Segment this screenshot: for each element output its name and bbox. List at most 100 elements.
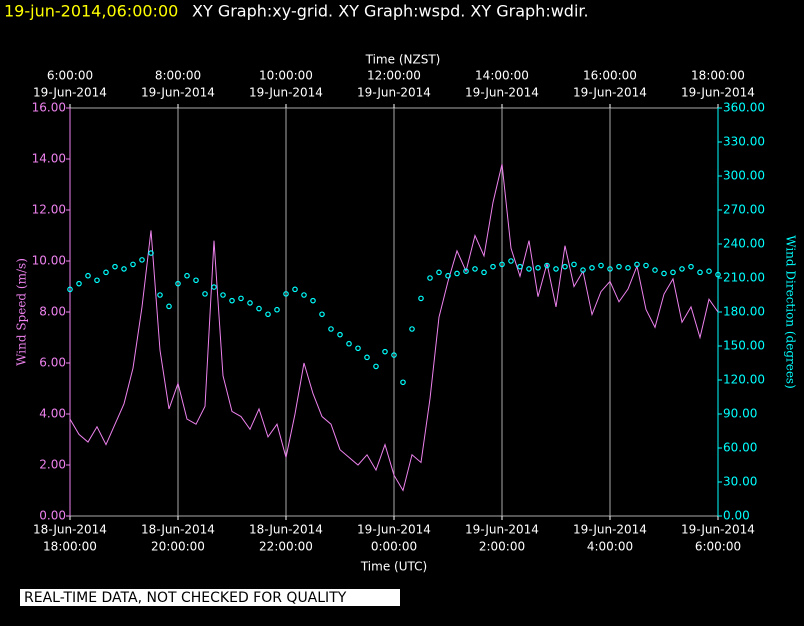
wind-direction-point (517, 263, 523, 270)
y-tick-label: 14.00 (32, 152, 66, 166)
x-tick-label: 19-Jun-2014 (357, 523, 431, 537)
x-tick-label: 19-Jun-2014 (573, 523, 647, 537)
wind-direction-point (301, 292, 307, 298)
wind-direction-point (598, 262, 604, 269)
wind-direction-point (499, 261, 505, 268)
x2-tick-label: 19-Jun-2014 (249, 86, 323, 100)
wind-direction-point (409, 326, 415, 332)
wind-direction-point (337, 331, 343, 338)
y-tick-label: 2.00 (39, 458, 66, 472)
wind-direction-point (202, 291, 208, 297)
wind-direction-point (715, 271, 721, 278)
y2-tick-label: 30.00 (723, 475, 757, 489)
x-tick-label: 18-Jun-2014 (141, 523, 215, 537)
wind-direction-point (283, 291, 289, 297)
y2-tick-label: 360.00 (723, 101, 765, 115)
wind-direction-point (166, 303, 172, 310)
wind-direction-point (139, 257, 145, 263)
y2-tick-label: 330.00 (723, 135, 765, 149)
wind-direction-point (544, 262, 550, 269)
wind-direction-point (157, 292, 163, 298)
wind-direction-point (103, 269, 109, 276)
wind-direction-point (67, 286, 73, 293)
wind-direction-point (553, 266, 559, 272)
wind-direction-point (265, 311, 271, 318)
wind-direction-point (490, 263, 496, 270)
y-tick-label: 4.00 (39, 407, 66, 421)
wind-direction-point (688, 263, 694, 270)
x-axis-label: Time (UTC) (360, 560, 427, 574)
x2-tick-label: 6:00:00 (47, 69, 93, 83)
wind-direction-point (373, 363, 379, 370)
wind-direction-point (571, 261, 577, 268)
wind-direction-point (355, 345, 361, 352)
y2-tick-label: 150.00 (723, 339, 765, 353)
x2-tick-label: 18:00:00 (691, 69, 745, 83)
y2-tick-label: 210.00 (723, 271, 765, 285)
wind-direction-point (589, 264, 595, 271)
wind-direction-point (652, 267, 658, 273)
y2-tick-label: 120.00 (723, 373, 765, 387)
x2-tick-label: 8:00:00 (155, 69, 201, 83)
y2-tick-label: 60.00 (723, 441, 757, 455)
wind-direction-point (148, 250, 154, 256)
wind-direction-point (247, 300, 253, 306)
wind-direction-point (625, 264, 631, 271)
wind-direction-point (472, 266, 478, 272)
y2-tick-label: 240.00 (723, 237, 765, 251)
wind-direction-point (697, 269, 703, 276)
y2-tick-label: 300.00 (723, 169, 765, 183)
x2-tick-label: 19-Jun-2014 (573, 86, 647, 100)
wind-direction-point (193, 277, 199, 284)
x2-tick-label: 19-Jun-2014 (681, 86, 755, 100)
wind-direction-point (418, 295, 424, 302)
wind-direction-point (508, 258, 514, 264)
x-tick-label: 19-Jun-2014 (465, 523, 539, 537)
wind-direction-point (112, 263, 118, 270)
x-tick-label: 18-Jun-2014 (249, 523, 323, 537)
x-tick-label: 18-Jun-2014 (33, 523, 107, 537)
y-tick-label: 10.00 (32, 254, 66, 268)
x2-tick-label: 12:00:00 (367, 69, 421, 83)
wind-direction-point (400, 379, 406, 386)
wind-direction-point (643, 262, 649, 269)
x-tick-label: 20:00:00 (151, 540, 205, 554)
wind-direction-point (94, 277, 100, 284)
y-tick-label: 0.00 (39, 509, 66, 523)
wind-direction-point (634, 261, 640, 268)
wind-direction-point (535, 264, 541, 271)
x-tick-label: 19-Jun-2014 (681, 523, 755, 537)
y-tick-label: 12.00 (32, 203, 66, 217)
wind-direction-point (310, 297, 316, 304)
y2-tick-label: 180.00 (723, 305, 765, 319)
footer: REAL-TIME DATA, NOT CHECKED FOR QUALITY (24, 590, 347, 606)
x2-tick-label: 16:00:00 (583, 69, 637, 83)
wind-direction-point (526, 266, 532, 272)
wind-direction-point (382, 348, 388, 355)
y2-tick-label: 90.00 (723, 407, 757, 421)
wind-direction-point (679, 266, 685, 272)
wind-direction-point (292, 286, 298, 293)
wind-direction-point (211, 284, 217, 290)
wind-direction-point (436, 269, 442, 276)
x2-tick-label: 19-Jun-2014 (357, 86, 431, 100)
wind-direction-point (391, 352, 397, 358)
wind-direction-point (328, 326, 334, 332)
chart-title: 19-jun-2014,06:00:00 (4, 2, 178, 21)
x-tick-label: 6:00:00 (695, 540, 741, 554)
x-tick-label: 18:00:00 (43, 540, 97, 554)
x-tick-label: 4:00:00 (587, 540, 633, 554)
wind-direction-point (427, 275, 433, 281)
y-tick-label: 8.00 (39, 305, 66, 319)
y2-tick-label: 0.00 (723, 509, 750, 523)
wind-direction-point (706, 268, 712, 275)
wind-direction-point (463, 268, 469, 275)
wind-direction-point (76, 280, 82, 287)
x-tick-label: 2:00:00 (479, 540, 525, 554)
chart-subtitle: XY Graph:xy-grid. XY Graph:wspd. XY Grap… (192, 2, 589, 21)
wind-direction-point (85, 272, 91, 279)
wind-direction-point (130, 261, 136, 268)
wind-direction-point (346, 340, 352, 347)
x2-tick-label: 10:00:00 (259, 69, 313, 83)
